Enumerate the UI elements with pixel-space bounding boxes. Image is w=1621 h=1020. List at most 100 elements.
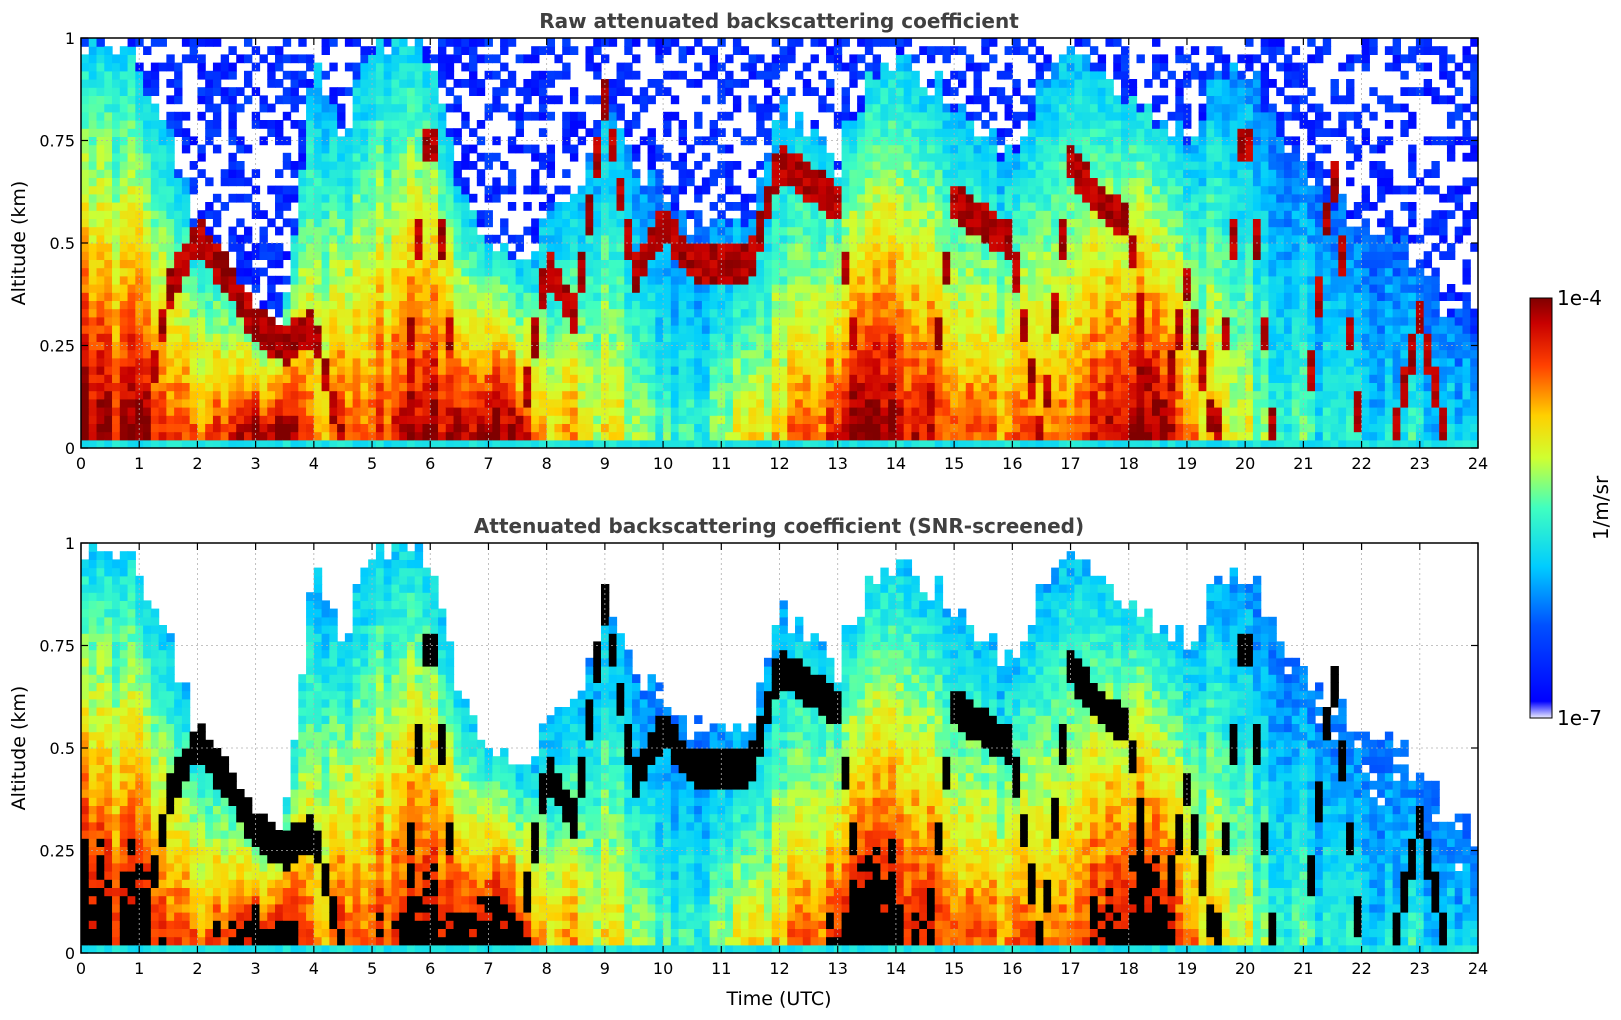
- heatmap-cell: [795, 357, 804, 367]
- heatmap-cell: [445, 210, 455, 219]
- heatmap-cell: [422, 349, 431, 359]
- heatmap-cell: [569, 349, 579, 359]
- heatmap-cell: [275, 259, 284, 269]
- heatmap-cell: [919, 226, 928, 236]
- heatmap-cell: [756, 333, 765, 342]
- heatmap-cell: [880, 226, 889, 236]
- heatmap-cell: [973, 251, 982, 260]
- heatmap-cell: [942, 398, 951, 408]
- panel-raw-title: Raw attenuated backscattering coefficien…: [539, 9, 1019, 33]
- heatmap-cell: [158, 152, 167, 162]
- heatmap-cell: [453, 415, 462, 424]
- heatmap-cell: [732, 423, 742, 433]
- heatmap-cell: [181, 423, 191, 433]
- heatmap-cell: [259, 341, 268, 351]
- heatmap-cell: [96, 177, 105, 187]
- heatmap-cell: [740, 382, 750, 392]
- heatmap-cell: [461, 308, 470, 318]
- heatmap-cell: [96, 407, 105, 416]
- heatmap-cell: [989, 300, 998, 310]
- heatmap-cell: [919, 341, 928, 351]
- heatmap-cell: [430, 111, 439, 121]
- heatmap-cell: [81, 243, 90, 252]
- heatmap-cell: [562, 120, 571, 129]
- heatmap-cell: [88, 382, 98, 392]
- heatmap-cell: [833, 243, 843, 252]
- heatmap-cell: [663, 333, 672, 342]
- heatmap-cell: [259, 210, 268, 219]
- heatmap-cell: [740, 349, 750, 359]
- heatmap-cell: [298, 366, 307, 375]
- heatmap-cell: [531, 382, 540, 392]
- heatmap-cell: [313, 120, 323, 129]
- heatmap-cell: [608, 185, 618, 195]
- heatmap-cell: [826, 169, 835, 178]
- heatmap-cell: [492, 431, 501, 441]
- heatmap-cell: [616, 316, 625, 326]
- heatmap-cell: [430, 79, 439, 88]
- heatmap-cell: [492, 349, 501, 359]
- heatmap-cell: [406, 144, 416, 154]
- heatmap-cell: [189, 415, 199, 424]
- heatmap-cell: [166, 431, 175, 441]
- heatmap-cell: [958, 390, 967, 400]
- heatmap-cell: [981, 193, 990, 203]
- heatmap-cell: [197, 251, 206, 260]
- heatmap-cell: [96, 382, 105, 392]
- heatmap-cell: [445, 152, 455, 162]
- heatmap-cell: [383, 275, 393, 285]
- heatmap-cell: [810, 308, 819, 318]
- heatmap-cell: [445, 136, 455, 146]
- heatmap-cell: [469, 226, 478, 236]
- heatmap-cell: [445, 54, 455, 64]
- heatmap-cell: [942, 316, 951, 326]
- heatmap-cell: [430, 161, 439, 170]
- heatmap-cell: [810, 202, 819, 211]
- heatmap-cell: [112, 308, 121, 318]
- heatmap-cell: [523, 259, 532, 269]
- heatmap-cell: [616, 382, 625, 392]
- heatmap-cell: [282, 431, 292, 441]
- heatmap-cell: [965, 333, 975, 342]
- heatmap-cell: [608, 357, 618, 367]
- heatmap-cell: [732, 46, 742, 55]
- heatmap-cell: [973, 284, 982, 293]
- heatmap-cell: [888, 382, 897, 392]
- heatmap-cell: [763, 243, 773, 252]
- heatmap-cell: [119, 79, 129, 88]
- heatmap-cell: [275, 439, 284, 448]
- heatmap-cell: [321, 439, 330, 448]
- heatmap-cell: [306, 259, 315, 269]
- heatmap-cell: [569, 144, 579, 154]
- heatmap-cell: [810, 275, 819, 285]
- heatmap-cell: [973, 382, 982, 392]
- heatmap-cell: [670, 390, 680, 400]
- heatmap-cell: [212, 275, 222, 285]
- heatmap-cell: [112, 415, 121, 424]
- heatmap-cell: [919, 333, 928, 342]
- heatmap-cell: [375, 87, 385, 96]
- heatmap-cell: [344, 349, 354, 359]
- heatmap-cell: [616, 431, 625, 441]
- heatmap-cell: [306, 120, 315, 129]
- heatmap-cell: [663, 185, 672, 195]
- heatmap-cell: [569, 374, 579, 383]
- heatmap-cell: [732, 398, 742, 408]
- heatmap-cell: [391, 62, 400, 72]
- heatmap-cell: [771, 144, 781, 154]
- heatmap-cell: [818, 243, 827, 252]
- heatmap-cell: [275, 169, 284, 178]
- heatmap-cell: [158, 308, 167, 318]
- heatmap-cell: [422, 267, 431, 277]
- heatmap-cell: [391, 390, 400, 400]
- heatmap-cell: [228, 169, 237, 178]
- heatmap-cell: [911, 193, 920, 203]
- heatmap-cell: [104, 439, 113, 448]
- heatmap-cell: [585, 407, 594, 416]
- heatmap-cell: [205, 439, 214, 448]
- heatmap-cell: [600, 177, 610, 187]
- heatmap-cell: [849, 374, 858, 383]
- heatmap-cell: [243, 308, 253, 318]
- heatmap-cell: [181, 390, 191, 400]
- heatmap-cell: [166, 54, 175, 64]
